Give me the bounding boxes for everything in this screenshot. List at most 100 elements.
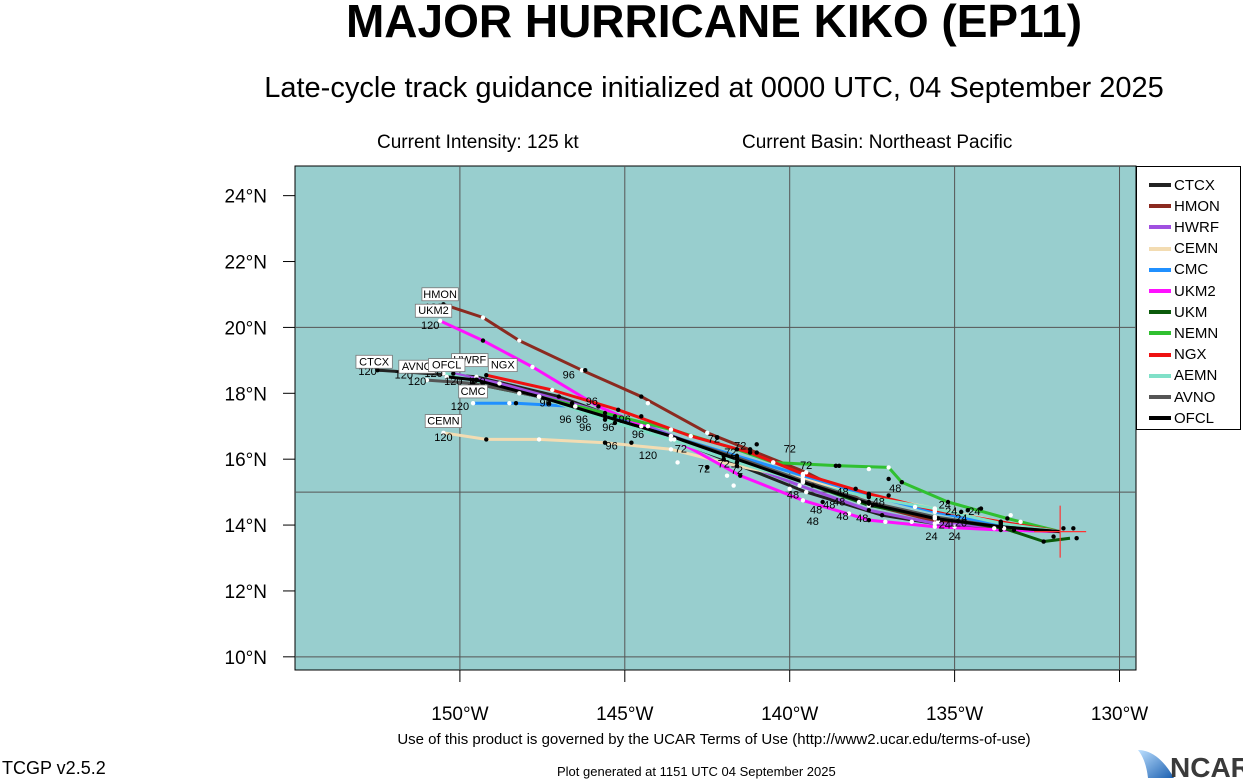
track-point xyxy=(853,486,858,492)
forecast-hour-label: 120 xyxy=(949,518,967,530)
track-point-cemn xyxy=(602,440,608,445)
page-subtitle: Late-cycle track guidance initialized at… xyxy=(264,72,1164,104)
legend-item-aemn: AEMN xyxy=(1149,366,1217,386)
legend-item-ukm2: UKM2 xyxy=(1149,281,1216,301)
track-point-ofcl xyxy=(444,374,449,380)
track-point-ukm2 xyxy=(800,498,806,503)
lat-tick-label: 16°N xyxy=(225,450,267,471)
track-point-ofcl xyxy=(474,377,479,383)
forecast-hour-label: 24 xyxy=(955,513,967,525)
ncar-logo-text: NCAR xyxy=(1170,752,1243,780)
track-point xyxy=(1061,526,1066,531)
forecast-hour-label: 48 xyxy=(823,500,835,512)
forecast-hour-label: 48 xyxy=(810,505,822,517)
forecast-hour-label: 48 xyxy=(856,513,868,525)
track-point xyxy=(846,511,852,516)
terms-of-use: Use of this product is governed by the U… xyxy=(397,731,1031,748)
track-point-ofcl xyxy=(932,516,938,521)
forecast-hour-label: 120 xyxy=(639,450,657,462)
forecast-hour-label: 96 xyxy=(579,422,591,434)
current-intensity: Current Intensity: 125 kt xyxy=(377,132,579,153)
legend-swatch xyxy=(1149,416,1171,421)
track-point-aemn xyxy=(441,371,446,376)
track-point-ofcl xyxy=(998,524,1003,529)
forecast-hour-label: 24 xyxy=(939,500,951,512)
legend-label: UKM xyxy=(1174,303,1208,321)
track-point xyxy=(629,440,634,445)
ncar-logo: NCAR xyxy=(1138,750,1243,780)
lon-tick-label: 145°W xyxy=(596,704,653,725)
track-point-hmon xyxy=(705,430,710,436)
lat-tick-label: 12°N xyxy=(225,582,267,603)
track-point-nemn xyxy=(1005,516,1010,521)
track-point xyxy=(771,460,776,465)
legend-swatch xyxy=(1149,395,1171,399)
map-ocean-area xyxy=(294,165,1137,671)
track-point-ofcl xyxy=(800,480,806,485)
legend-label: OFCL xyxy=(1174,409,1215,427)
model-label-box xyxy=(424,414,463,428)
track-point xyxy=(612,420,618,426)
forecast-hour-label: 48 xyxy=(836,486,848,498)
forecast-hour-label: 48 xyxy=(787,490,799,502)
forecast-hour-label: 48 xyxy=(807,516,819,528)
forecast-hour-label: 72 xyxy=(698,463,710,475)
track-point-ukm2 xyxy=(480,338,486,343)
model-label-box xyxy=(421,287,459,302)
track-point-hwrf xyxy=(866,508,872,513)
model-label-box xyxy=(428,358,466,372)
track-point-ukm2 xyxy=(738,473,743,478)
model-label-cmc: CMC xyxy=(461,386,486,398)
track-point xyxy=(866,466,872,472)
track-point xyxy=(909,519,914,524)
forecast-hour-label: 72 xyxy=(731,465,743,477)
track-point-ngx xyxy=(550,387,555,393)
legend-item-hmon: HMON xyxy=(1149,196,1220,216)
track-point xyxy=(546,400,552,406)
model-label-avno: AVNO xyxy=(402,361,433,373)
track-point-cemn xyxy=(668,447,674,452)
track-point-ukm2 xyxy=(998,527,1003,533)
track-point-ngx xyxy=(688,433,693,439)
forecast-hour-label: 120 xyxy=(408,376,426,388)
legend-item-ofcl: OFCL xyxy=(1149,408,1214,428)
forecast-hour-label: 120 xyxy=(451,401,469,413)
legend-swatch xyxy=(1149,204,1171,209)
legend-label: HWRF xyxy=(1174,218,1219,236)
track-point-cemn xyxy=(734,463,740,468)
legend-label: CMC xyxy=(1174,261,1209,279)
track-point-ctcx xyxy=(556,394,562,399)
forecast-hour-label: 120 xyxy=(444,376,462,388)
forecast-hour-label: 120 xyxy=(421,320,439,332)
model-legend: CTCX HMON HWRF CEMN CMC UKM2 UKM NEMN NGX AEMN AVN… xyxy=(1136,166,1241,430)
track-point xyxy=(978,506,984,511)
track-point xyxy=(714,435,720,440)
track-point xyxy=(886,493,891,498)
forecast-hour-label: 96 xyxy=(619,414,631,426)
legend-label: CEMN xyxy=(1174,240,1219,258)
forecast-hour-label: 24 xyxy=(968,506,980,518)
track-point-ctcx xyxy=(879,512,885,518)
lon-tick-label: 150°W xyxy=(431,704,488,725)
track-point xyxy=(573,404,578,409)
lat-tick-label: 14°N xyxy=(225,516,267,537)
track-point-cemn xyxy=(484,437,489,442)
track-point xyxy=(754,442,759,447)
forecast-hour-label: 24 xyxy=(948,531,960,543)
track-point-ngx xyxy=(484,372,489,378)
track-point-ctcx xyxy=(803,489,809,495)
model-label-ngx: NGX xyxy=(491,360,516,372)
lon-tick-label: 135°W xyxy=(926,704,983,725)
track-point-hwrf xyxy=(797,483,802,488)
current-position-marker xyxy=(1034,505,1087,558)
forecast-hour-label: 24 xyxy=(925,531,937,543)
forecast-hour-label: 96 xyxy=(540,397,552,409)
track-point-ctcx xyxy=(1011,527,1017,533)
model-label-hmon: HMON xyxy=(423,289,457,301)
track-point-ofcl xyxy=(866,501,872,506)
track-point-ukm2 xyxy=(437,318,443,324)
track-point-ctcx xyxy=(474,374,479,380)
legend-swatch xyxy=(1149,289,1171,293)
model-label-box xyxy=(487,358,518,372)
track-point-ctcx xyxy=(721,456,726,462)
